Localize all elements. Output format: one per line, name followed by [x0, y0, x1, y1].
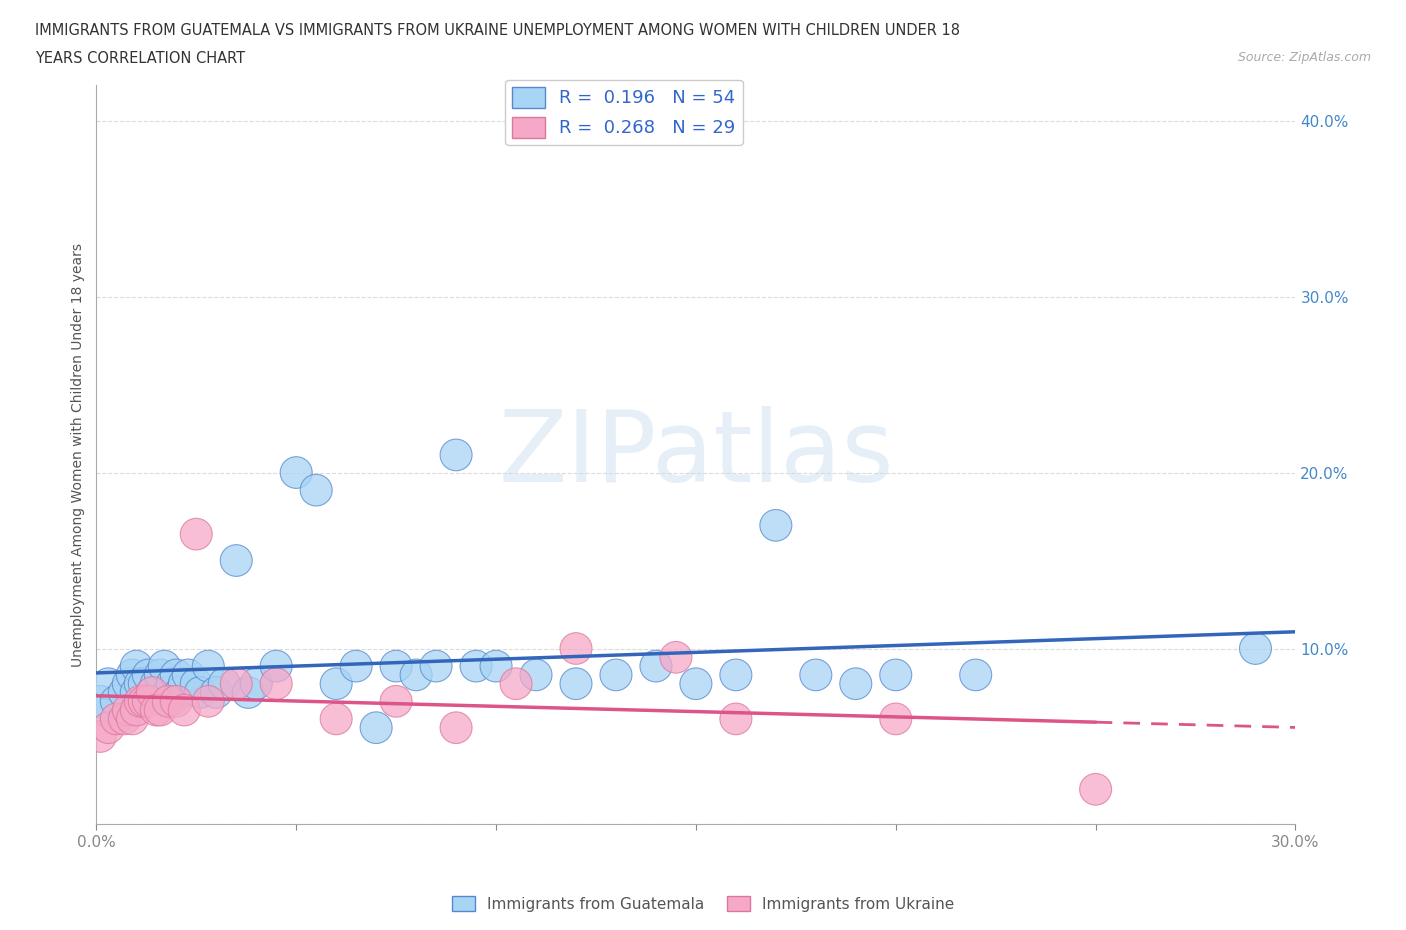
Legend: R =  0.196   N = 54, R =  0.268   N = 29: R = 0.196 N = 54, R = 0.268 N = 29	[505, 80, 742, 145]
Text: ZIPatlas: ZIPatlas	[498, 406, 894, 503]
Text: Source: ZipAtlas.com: Source: ZipAtlas.com	[1237, 51, 1371, 64]
Text: YEARS CORRELATION CHART: YEARS CORRELATION CHART	[35, 51, 245, 66]
Text: IMMIGRANTS FROM GUATEMALA VS IMMIGRANTS FROM UKRAINE UNEMPLOYMENT AMONG WOMEN WI: IMMIGRANTS FROM GUATEMALA VS IMMIGRANTS …	[35, 23, 960, 38]
Y-axis label: Unemployment Among Women with Children Under 18 years: Unemployment Among Women with Children U…	[72, 243, 86, 667]
Legend: Immigrants from Guatemala, Immigrants from Ukraine: Immigrants from Guatemala, Immigrants fr…	[446, 889, 960, 918]
